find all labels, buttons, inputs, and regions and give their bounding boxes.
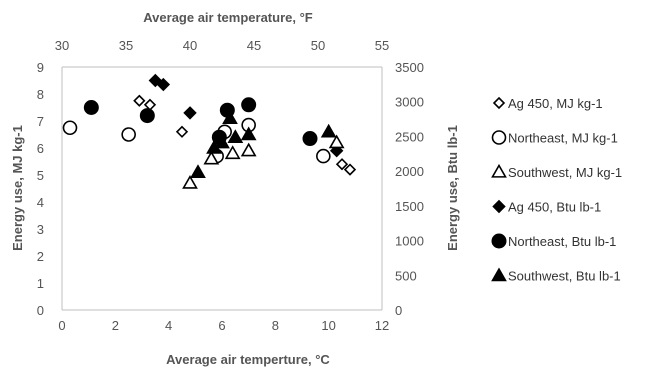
y-tick-label: 2 <box>37 249 44 264</box>
legend-marker <box>492 199 506 214</box>
y2-tick-label: 2000 <box>395 164 424 179</box>
y-tick-label: 3 <box>37 222 44 237</box>
x2-tick-label: 35 <box>119 38 133 53</box>
legend-marker <box>491 130 507 145</box>
data-point <box>316 148 331 164</box>
x2-axis-title: Average air temperature, °F <box>143 10 313 25</box>
data-point <box>83 100 99 115</box>
data-point <box>139 108 155 124</box>
legend-item: Ag 450, Btu lb-1 <box>492 199 601 215</box>
x-tick-label: 6 <box>218 318 225 333</box>
x2-tick-label: 50 <box>311 38 325 53</box>
data-point <box>156 77 171 92</box>
legend-label: Northeast, Btu lb-1 <box>508 234 616 249</box>
x2-tick-label: 55 <box>375 38 389 53</box>
y2-axis-title: Energy use, Btu lb-1 <box>445 125 460 251</box>
y-tick-label: 0 <box>37 303 44 318</box>
y2-tick-label: 3000 <box>395 95 424 110</box>
y-tick-label: 1 <box>37 276 44 291</box>
y2-tick-label: 1500 <box>395 199 424 214</box>
x-axis-title: Average air temperture, °C <box>166 352 330 367</box>
x-tick-label: 4 <box>165 318 172 333</box>
y-tick-label: 6 <box>37 141 44 156</box>
data-point <box>190 164 206 179</box>
y2-tick-label: 1000 <box>395 234 424 249</box>
legend-marker <box>491 267 507 282</box>
y2-tick-label: 500 <box>395 268 417 283</box>
legend-label: Ag 450, MJ kg-1 <box>508 96 603 111</box>
data-point <box>175 125 189 138</box>
data-point <box>320 123 337 138</box>
legend-marker <box>491 163 507 178</box>
data-point <box>240 126 257 141</box>
plot-frame <box>61 66 383 311</box>
x-tick-label: 0 <box>58 318 65 333</box>
legend-item: Ag 450, MJ kg-1 <box>492 96 603 111</box>
x2-tick-label: 45 <box>247 38 261 53</box>
x-tick-label: 10 <box>321 318 335 333</box>
data-point <box>328 134 345 149</box>
x2-axis-ticks: 30 35 40 45 50 55 <box>55 38 389 53</box>
y-tick-label: 7 <box>37 114 44 129</box>
legend-label: Ag 450, Btu lb-1 <box>508 200 601 215</box>
data-point <box>227 129 244 143</box>
y-axis-ticks: 0 1 2 3 4 5 6 7 8 9 <box>37 60 44 318</box>
legend-item: Southwest, Btu lb-1 <box>491 267 621 284</box>
legend-label: Southwest, MJ kg-1 <box>508 165 622 180</box>
legend-marker <box>492 96 506 110</box>
data-point <box>241 97 257 113</box>
legend-item: Southwest, MJ kg-1 <box>491 163 622 180</box>
data-point <box>121 127 136 142</box>
data-point <box>224 145 241 160</box>
data-point <box>203 150 220 165</box>
y-tick-label: 9 <box>37 60 44 75</box>
x2-tick-label: 40 <box>183 38 197 53</box>
y2-tick-label: 3500 <box>395 60 424 75</box>
y-axis-title: Energy use, MJ kg-1 <box>10 125 25 251</box>
data-point <box>62 120 78 136</box>
data-point <box>343 163 357 176</box>
x-tick-label: 8 <box>272 318 279 333</box>
data-point <box>222 110 238 125</box>
legend-item: Northeast, Btu lb-1 <box>491 233 616 249</box>
y-tick-label: 8 <box>37 87 44 102</box>
y-tick-label: 4 <box>37 195 44 210</box>
y2-axis-ticks: 0 500 1000 1500 2000 2500 3000 3500 <box>395 60 424 318</box>
data-point <box>143 98 157 111</box>
legend-marker <box>491 233 507 249</box>
legend: Ag 450, MJ kg-1 Northeast, MJ kg-1 Southwe… <box>491 96 622 284</box>
x-axis-ticks: 0 2 4 6 8 10 12 <box>58 318 389 333</box>
data-points <box>62 73 357 189</box>
x-tick-label: 2 <box>112 318 119 333</box>
data-point <box>240 142 257 157</box>
legend-label: Southwest, Btu lb-1 <box>508 269 621 284</box>
x2-tick-label: 30 <box>55 38 69 53</box>
data-point <box>214 134 230 149</box>
data-point <box>335 158 349 171</box>
x-tick-label: 12 <box>375 318 389 333</box>
y2-tick-label: 0 <box>395 303 402 318</box>
legend-item: Northeast, MJ kg-1 <box>491 130 618 146</box>
data-point <box>182 174 198 189</box>
data-point <box>183 106 197 120</box>
data-point <box>133 94 146 107</box>
data-point <box>302 131 318 147</box>
y2-tick-label: 2500 <box>395 129 424 144</box>
y-tick-label: 5 <box>37 168 44 183</box>
legend-label: Northeast, MJ kg-1 <box>508 131 618 146</box>
